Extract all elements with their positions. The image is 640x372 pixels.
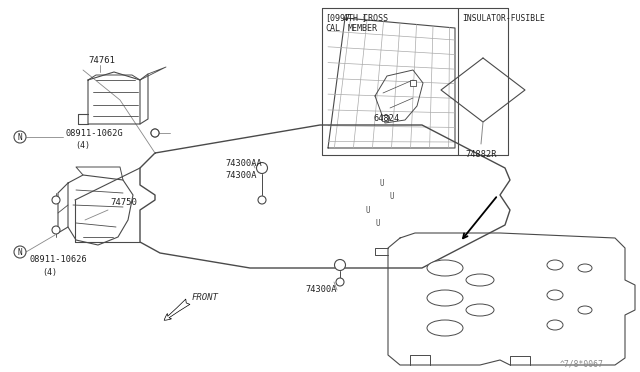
Circle shape <box>151 129 159 137</box>
Text: FRONT: FRONT <box>192 294 219 302</box>
Text: (4): (4) <box>42 267 57 276</box>
Text: U: U <box>375 218 380 228</box>
Ellipse shape <box>427 320 463 336</box>
Text: CAL: CAL <box>325 23 340 32</box>
Circle shape <box>385 115 390 121</box>
Text: 64824: 64824 <box>373 113 399 122</box>
Text: 74882R: 74882R <box>465 150 497 158</box>
Text: (4): (4) <box>75 141 90 150</box>
Text: ]: ] <box>362 13 367 22</box>
Ellipse shape <box>578 264 592 272</box>
Ellipse shape <box>547 320 563 330</box>
Ellipse shape <box>466 304 494 316</box>
Text: ^7/8*0067: ^7/8*0067 <box>560 359 604 369</box>
Text: N: N <box>17 132 22 141</box>
Text: MEMBER: MEMBER <box>348 23 378 32</box>
Circle shape <box>257 163 268 173</box>
Ellipse shape <box>427 290 463 306</box>
Text: U: U <box>380 179 385 187</box>
Text: 74300AA: 74300AA <box>225 158 262 167</box>
Text: [0997-: [0997- <box>325 13 355 22</box>
Ellipse shape <box>427 260 463 276</box>
Circle shape <box>14 131 26 143</box>
Text: 08911-10626: 08911-10626 <box>30 256 88 264</box>
Text: 08911-1062G: 08911-1062G <box>65 128 123 138</box>
Circle shape <box>52 196 60 204</box>
Text: INSULATOR-FUSIBLE: INSULATOR-FUSIBLE <box>462 13 545 22</box>
Text: U: U <box>390 192 395 201</box>
Circle shape <box>335 260 346 270</box>
Circle shape <box>258 196 266 204</box>
Text: 74750: 74750 <box>110 198 137 206</box>
Circle shape <box>151 129 159 137</box>
Text: N: N <box>17 247 22 257</box>
Ellipse shape <box>547 290 563 300</box>
Bar <box>410 80 416 86</box>
Text: 74300A: 74300A <box>225 170 257 180</box>
Circle shape <box>14 246 26 258</box>
Text: 74300A: 74300A <box>305 285 337 295</box>
Text: U: U <box>365 205 370 215</box>
Ellipse shape <box>466 274 494 286</box>
Text: 74761: 74761 <box>88 55 115 64</box>
Circle shape <box>410 80 415 86</box>
Text: 4TH CROSS: 4TH CROSS <box>343 13 388 22</box>
Bar <box>382 115 388 121</box>
Circle shape <box>52 226 60 234</box>
Ellipse shape <box>547 260 563 270</box>
Circle shape <box>336 278 344 286</box>
Ellipse shape <box>578 306 592 314</box>
